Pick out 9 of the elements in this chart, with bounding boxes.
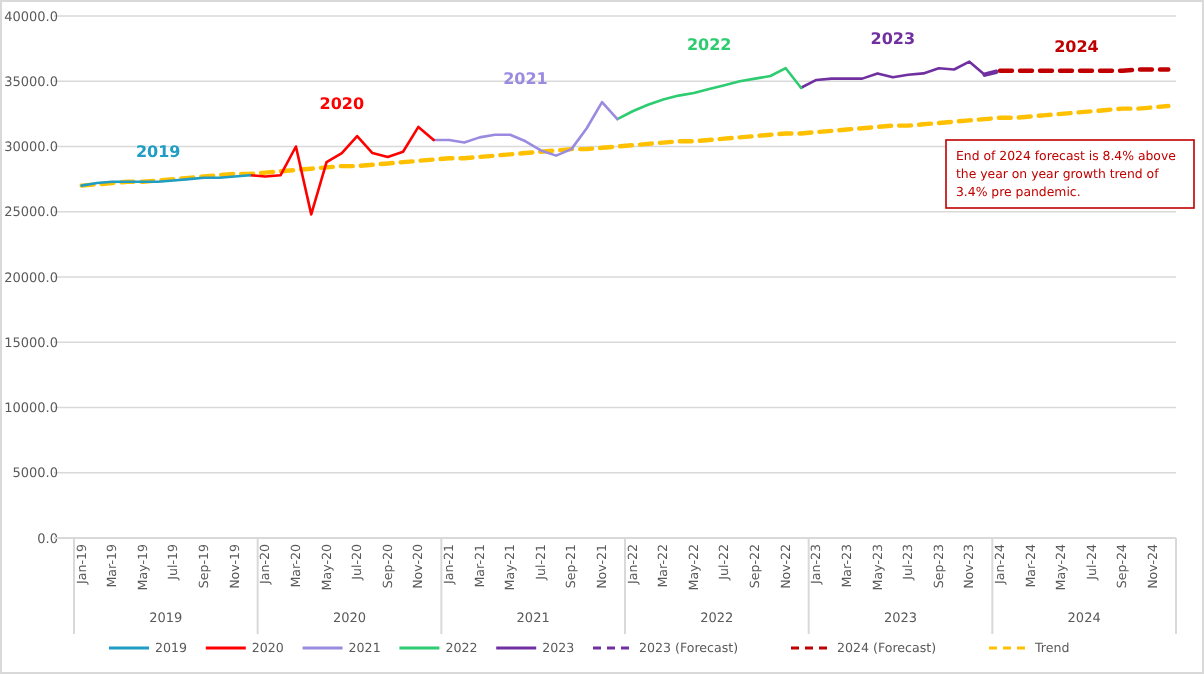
annotation: 2024 (1054, 37, 1100, 56)
annotation: 2019 (135, 143, 182, 162)
annotation: 2020 (319, 94, 365, 113)
line-series (432, 100, 619, 157)
annotation: 2023 (870, 29, 916, 48)
annotation: 2022 (686, 36, 732, 55)
line-series (616, 66, 803, 121)
annotation: 2021 (503, 70, 549, 89)
line-series (248, 125, 435, 216)
